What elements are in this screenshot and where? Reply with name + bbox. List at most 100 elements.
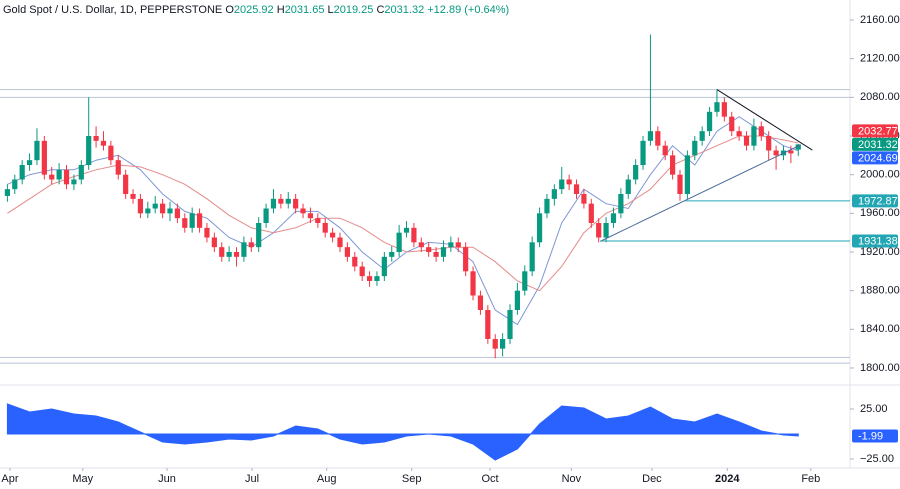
x-tick-label: Apr — [1, 473, 18, 485]
price-tag — [852, 137, 898, 151]
candle-body — [699, 131, 705, 141]
price-tag-label: 1972.87 — [858, 195, 898, 207]
candle-body — [285, 198, 291, 204]
candle-body — [610, 213, 617, 223]
candle-body — [93, 136, 99, 141]
candle-body — [396, 232, 402, 252]
ohlc-value: 2025.92 — [234, 4, 274, 16]
price-tag — [852, 151, 898, 165]
y-tick-label: 2160.00 — [860, 14, 900, 26]
candle-body — [256, 222, 262, 248]
candle-body — [71, 179, 77, 185]
candle-body — [640, 140, 646, 165]
candle-body — [115, 160, 121, 175]
y-tick-label: 2000.00 — [860, 169, 900, 181]
y-tick-label: 2080.00 — [860, 91, 900, 103]
candle-body — [411, 227, 417, 243]
price-tag-label: 1931.38 — [858, 235, 898, 247]
candle-body — [788, 150, 794, 154]
candle-body — [596, 222, 602, 238]
candle-body — [63, 169, 70, 185]
ohlc-key: H — [277, 4, 285, 16]
candle-body — [137, 198, 144, 214]
candle-body — [529, 242, 535, 272]
candle-body — [226, 251, 232, 257]
candle-body — [263, 208, 269, 223]
candle-body — [270, 198, 277, 209]
candle-body — [130, 193, 136, 199]
x-tick-label: Jun — [158, 473, 176, 485]
candle-body — [241, 242, 247, 257]
candle-body — [655, 131, 661, 146]
candle-body — [736, 131, 742, 137]
candle-body — [381, 256, 387, 277]
candle-body — [100, 140, 107, 146]
change: +12.89 (+0.64%) — [427, 4, 509, 16]
symbol: Gold Spot / U.S. Dollar, 1D, PEPPERSTONE — [3, 4, 222, 16]
candle-body — [366, 276, 373, 281]
candle-body — [182, 218, 188, 228]
candle-body — [677, 174, 683, 194]
candle-body — [4, 189, 10, 196]
candle-body — [307, 213, 314, 219]
candle-body — [337, 237, 343, 248]
candle-body — [418, 242, 424, 248]
candle-body — [573, 184, 580, 194]
candle-body — [507, 309, 513, 339]
candle-body — [86, 136, 92, 165]
candle-body — [433, 251, 439, 257]
x-tick-label: May — [72, 473, 93, 485]
ohlc-value: 2019.25 — [334, 4, 374, 16]
candle-body — [204, 227, 210, 238]
candle-body — [233, 251, 240, 257]
osc-tick-label: 25.00 — [860, 403, 888, 415]
candle-body — [448, 242, 454, 248]
candle-body — [766, 136, 772, 151]
x-tick-label: Jul — [245, 473, 259, 485]
price-tag-label: 2032.77 — [858, 125, 898, 137]
ohlc-value: 2031.65 — [285, 4, 325, 16]
candle-body — [618, 193, 624, 214]
x-tick-label: Nov — [562, 473, 582, 485]
x-tick-label: Feb — [801, 473, 820, 485]
candle-body — [248, 242, 254, 248]
candle-body — [559, 179, 565, 190]
candle-body — [359, 266, 365, 277]
candle-body — [293, 198, 299, 209]
candle-body — [78, 165, 84, 180]
price-tag-label: -1.99 — [858, 430, 883, 442]
y-tick-label: 1840.00 — [860, 323, 900, 335]
y-tick-label: 1880.00 — [860, 285, 900, 297]
candle-body — [670, 155, 676, 175]
candle-body — [19, 165, 25, 180]
candle-body — [721, 102, 727, 117]
candle-body — [56, 169, 62, 180]
candle-body — [714, 102, 720, 112]
price-tag — [852, 124, 898, 138]
candle-body — [544, 198, 550, 214]
candle-body — [352, 256, 358, 267]
candle-body — [773, 150, 779, 156]
candle-body — [751, 126, 757, 146]
candle-body — [758, 126, 764, 137]
x-tick-label: 2024 — [715, 473, 740, 485]
candle-body — [174, 208, 180, 219]
ohlc-key: L — [328, 4, 334, 16]
x-tick-label: Dec — [642, 473, 662, 485]
candle-body — [344, 247, 350, 257]
candle-body — [588, 203, 594, 223]
candle-body — [492, 338, 498, 349]
candle-body — [12, 179, 18, 190]
candle-body — [662, 145, 668, 156]
oscillator-area — [6, 403, 799, 461]
candle-body — [551, 189, 557, 199]
y-tick-label: 2120.00 — [860, 53, 900, 65]
candle-body — [374, 276, 380, 281]
trendline — [716, 89, 813, 151]
price-tag-label: 2031.32 — [858, 139, 898, 151]
ohlc-key: C — [376, 4, 384, 16]
y-tick-label: 1920.00 — [860, 246, 900, 258]
candle-body — [41, 140, 47, 175]
candle-body — [278, 198, 284, 204]
candle-body — [500, 338, 506, 349]
